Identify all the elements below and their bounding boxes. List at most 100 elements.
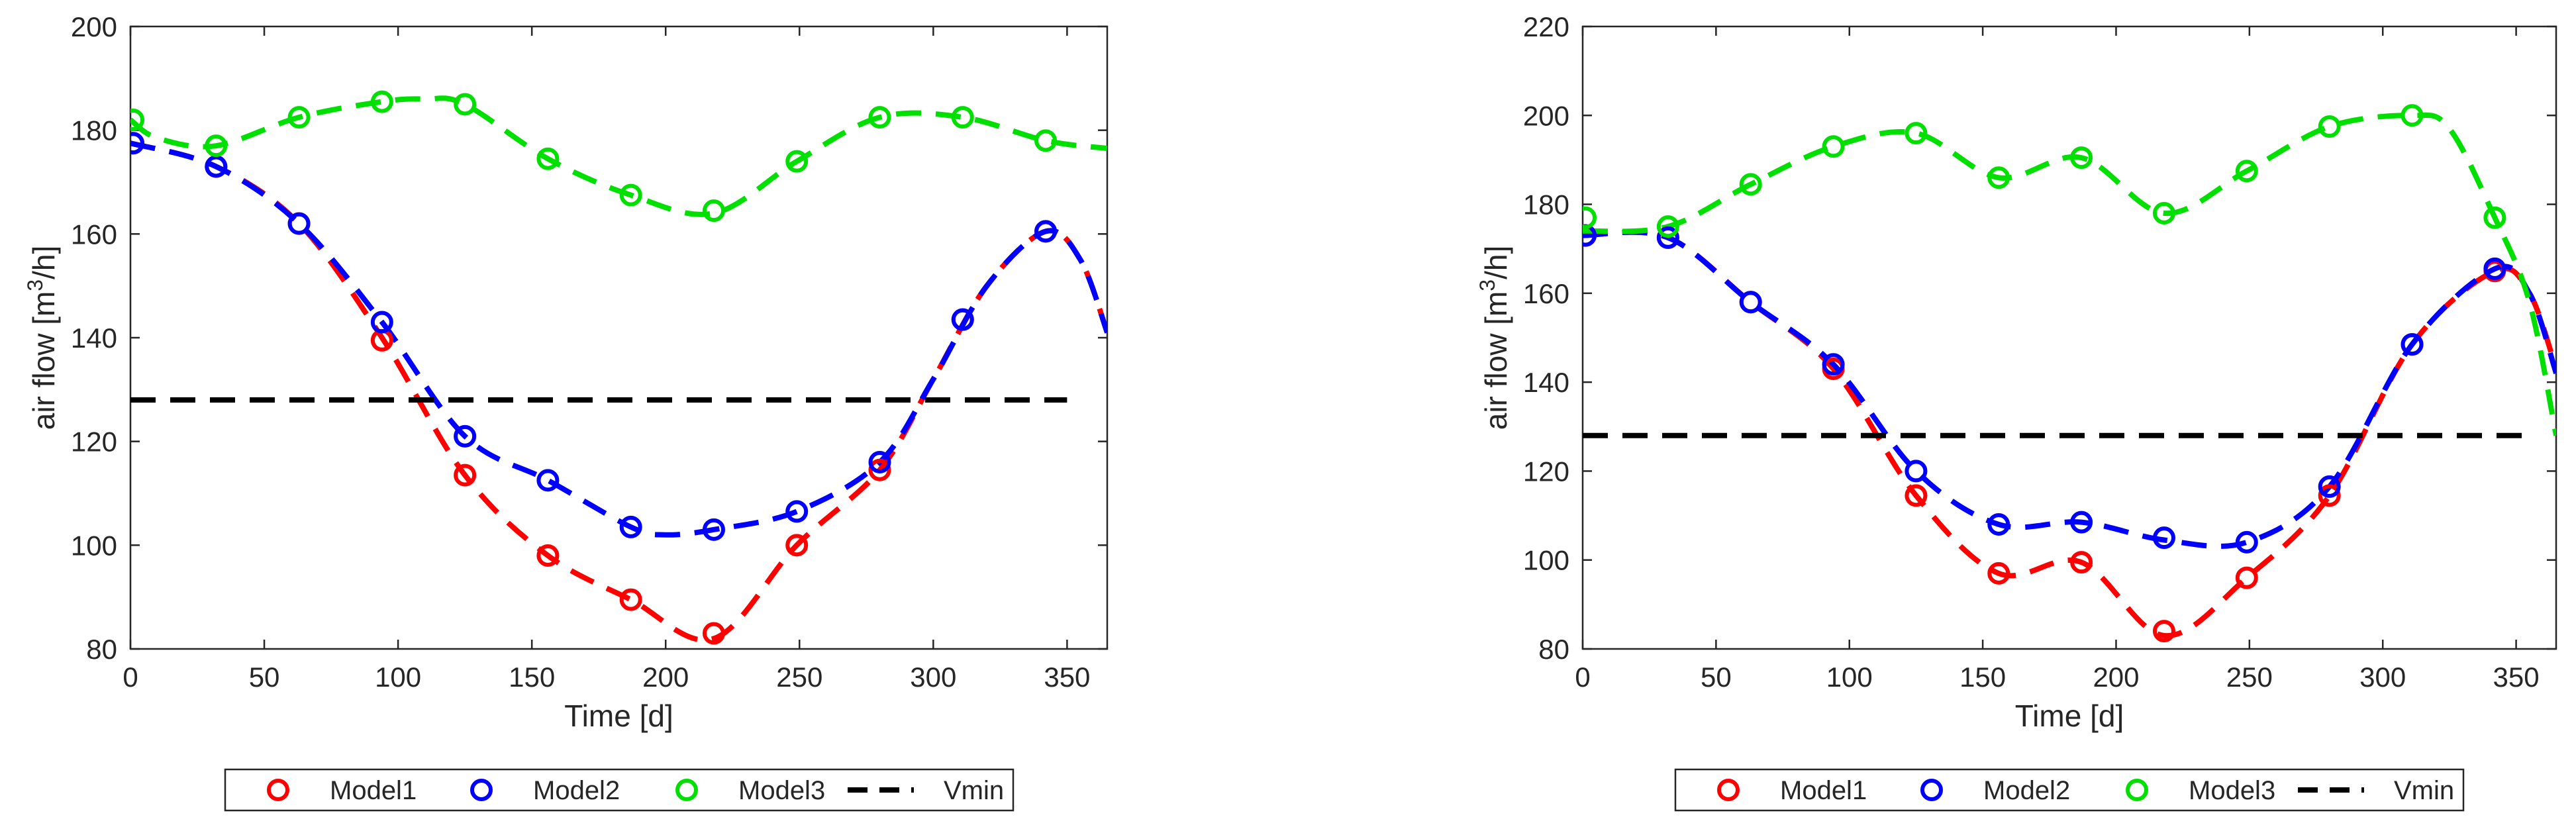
data-point-model2 [454, 424, 477, 448]
y-tick-label: 160 [1523, 278, 1569, 309]
data-point-model2 [1034, 220, 1058, 243]
y-tick-label: 80 [1538, 634, 1569, 665]
plot-area [129, 25, 1109, 650]
data-point-model2 [1739, 291, 1762, 314]
x-tick-label: 100 [1826, 662, 1873, 693]
data-point-model1 [1905, 484, 1928, 507]
y-axis-label: air flow [m3/h] [23, 246, 61, 430]
x-tick-label: 50 [1701, 662, 1732, 693]
x-axis-label: Time [d] [564, 699, 673, 733]
plot-data [130, 90, 1107, 645]
y-axis-label-sup: 3 [1475, 279, 1499, 291]
data-point-model3 [951, 106, 974, 129]
legend: Model1 Model2 Model3 Vmin [224, 768, 1015, 812]
y-axis-label: air flow [m3/h] [1475, 246, 1513, 430]
legend-label-model2: Model2 [1983, 776, 2070, 805]
data-point-model2 [1987, 513, 2010, 536]
legend-marker-model3 [675, 779, 698, 801]
data-point-model2 [785, 500, 809, 523]
x-tick-label: 300 [2359, 662, 2406, 693]
x-tick-label: 200 [642, 662, 689, 693]
chart-panel-2: 0 50 100 150 200 250 300 350 80 100 120 140 160 180 20… [1475, 11, 2557, 812]
x-tick-label: 100 [375, 662, 421, 693]
y-axis-label-base: air flow [m [26, 291, 61, 430]
y-tick-label: 100 [1523, 545, 1569, 576]
x-tick-label: 200 [2093, 662, 2139, 693]
data-point-model1 [702, 622, 725, 645]
data-point-model3 [454, 93, 477, 116]
data-point-model2 [2401, 333, 2424, 356]
data-point-model3 [1739, 173, 1762, 196]
data-point-model1 [454, 464, 477, 487]
data-point-model1 [2152, 620, 2175, 643]
data-point-model3 [1905, 122, 1928, 145]
data-point-model3 [619, 183, 642, 207]
data-point-model2 [2152, 526, 2175, 550]
data-point-model3 [1822, 135, 1845, 158]
series-line-model2 [1583, 229, 2556, 550]
data-point-model2 [619, 515, 642, 538]
data-point-model3 [1034, 129, 1058, 152]
legend-label-model1: Model1 [330, 776, 417, 805]
data-point-model2 [536, 469, 560, 492]
data-point-model3 [536, 147, 560, 170]
data-point-model1 [1987, 562, 2010, 585]
legend-marker-model1 [267, 779, 289, 801]
data-point-model3 [2318, 115, 2341, 138]
x-tick-label: 250 [2226, 662, 2273, 693]
data-point-model2 [2235, 530, 2258, 554]
data-point-model2 [1656, 226, 1679, 249]
legend-label-vmin: Vmin [944, 776, 1004, 805]
data-point-model1 [785, 534, 809, 557]
data-point-model1 [2318, 484, 2341, 507]
x-tick-label: 150 [1959, 662, 2006, 693]
data-point-model2 [287, 212, 311, 235]
y-tick-label: 100 [71, 530, 117, 561]
y-tick-label: 200 [1523, 100, 1569, 131]
data-point-model3 [2483, 206, 2506, 229]
x-tick-label: 250 [776, 662, 822, 693]
data-point-model1 [868, 458, 891, 481]
data-point-model2 [130, 132, 145, 155]
x-tick-label: 0 [123, 662, 138, 693]
data-point-model2 [2070, 511, 2093, 534]
data-point-model3 [370, 90, 393, 113]
data-point-model3 [287, 106, 311, 129]
x-tick-label: 300 [910, 662, 956, 693]
data-point-model2 [702, 518, 725, 541]
x-tick-label: 150 [509, 662, 555, 693]
data-point-model1 [619, 588, 642, 611]
y-axis-label-sup: 3 [23, 279, 47, 291]
chart-panel-1: 0 50 100 150 200 250 300 350 80 100 120 140 160 180 20… [23, 11, 1109, 812]
y-axis-label-base: air flow [m [1479, 291, 1513, 430]
y-tick-label: 140 [1523, 367, 1569, 398]
data-point-model2 [370, 311, 393, 334]
y-tick-label: 200 [71, 11, 117, 42]
y-tick-label: 160 [71, 219, 117, 250]
data-point-model1 [2235, 566, 2258, 589]
legend-label-model3: Model3 [2189, 776, 2275, 805]
series-line-model3 [1583, 113, 2556, 436]
data-point-model1 [2070, 551, 2093, 574]
y-tick-label: 180 [71, 115, 117, 146]
data-point-model3 [205, 134, 228, 158]
series-line-model2 [130, 140, 1107, 538]
plot-data [1583, 104, 2556, 643]
data-point-model3 [130, 109, 145, 131]
x-axis-label: Time [d] [2015, 699, 2124, 733]
x-tick-label: 350 [1044, 662, 1090, 693]
data-point-model3 [2235, 160, 2258, 183]
y-tick-label: 120 [1523, 456, 1569, 487]
data-point-model3 [1987, 166, 2010, 189]
y-axis-label-tail: /h] [26, 246, 61, 279]
data-point-model2 [2483, 257, 2506, 280]
plot-area [1581, 25, 2557, 650]
y-tick-label: 80 [86, 634, 117, 665]
data-point-model3 [868, 106, 891, 129]
data-point-model3 [2152, 202, 2175, 224]
data-point-model3 [2401, 104, 2424, 127]
legend-marker-model2 [1920, 779, 1943, 801]
y-tick-label: 140 [71, 322, 117, 354]
x-tick-label: 50 [249, 662, 280, 693]
